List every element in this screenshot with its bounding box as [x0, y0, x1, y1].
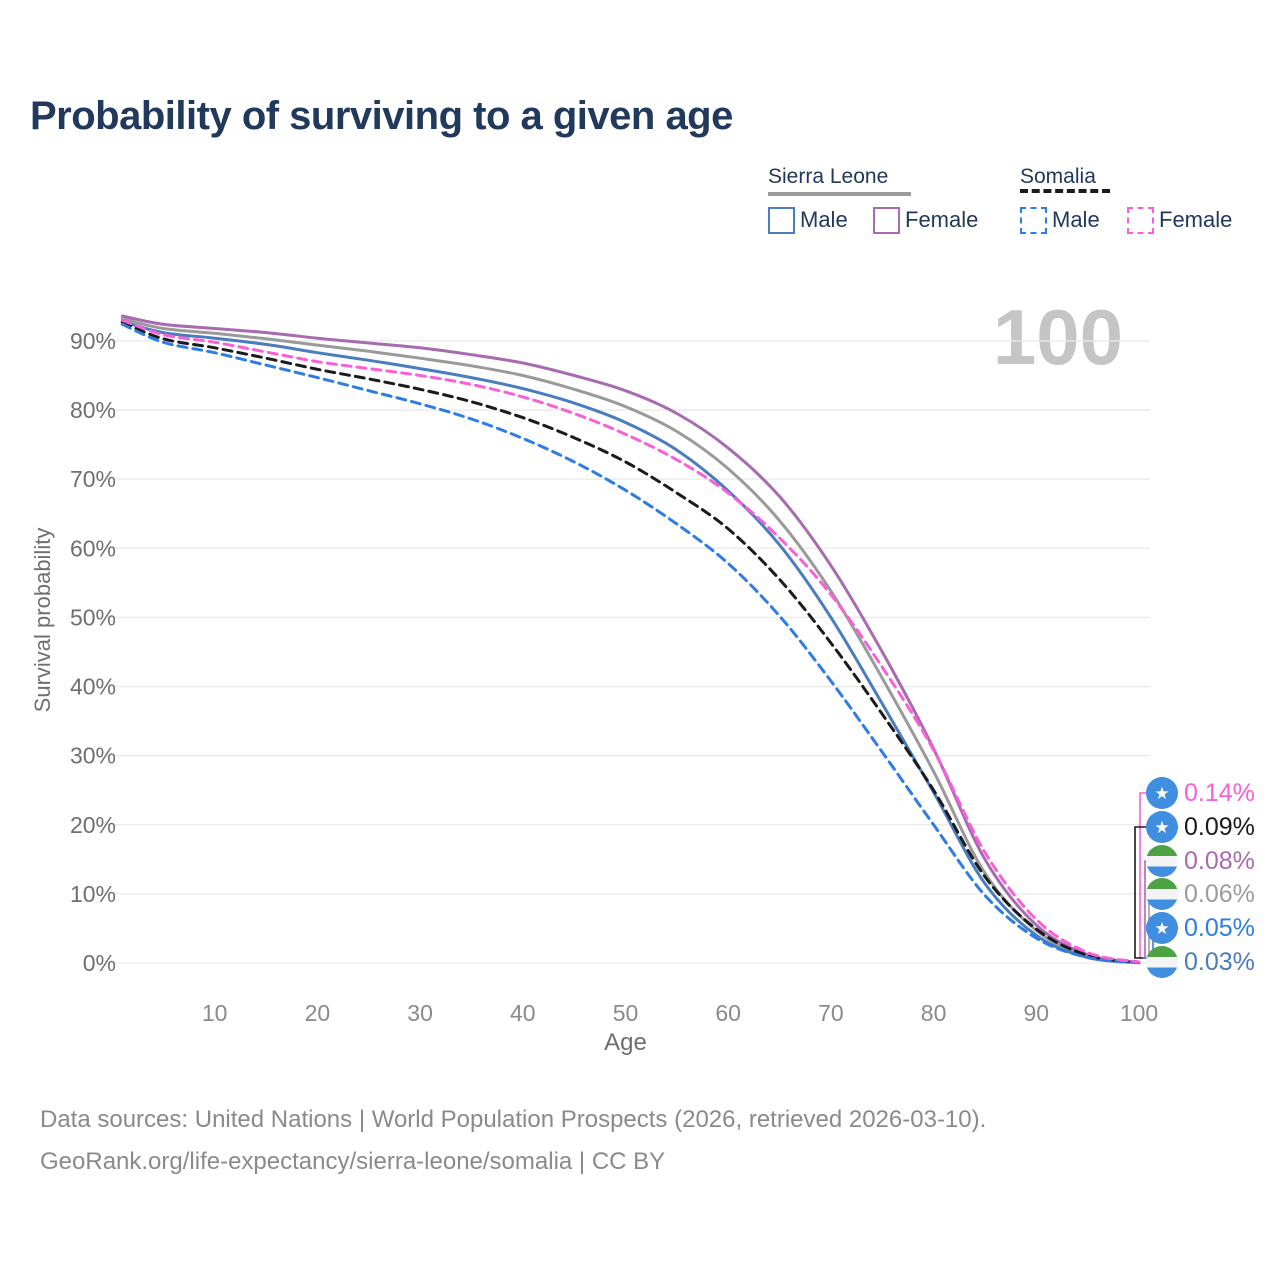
footer-attribution[interactable]: GeoRank.org/life-expectancy/sierra-leone…	[40, 1148, 666, 1175]
legend-swatch-sierra-leone-male[interactable]	[768, 207, 795, 234]
legend-label-somalia-female[interactable]: Female	[1159, 207, 1233, 232]
somalia-flag-icon: ★	[1146, 777, 1178, 809]
watermark-age-100: 100	[993, 293, 1123, 381]
legend-group-sierra-leone: Sierra Leone	[768, 165, 889, 188]
series-line-sierra-leone-male[interactable]	[120, 320, 1141, 965]
y-tick-label: 0%	[83, 950, 116, 976]
series-line-somalia[interactable]	[120, 320, 1141, 964]
x-tick-label: 20	[305, 1000, 331, 1026]
series-line-somalia-female[interactable]	[120, 318, 1141, 964]
y-tick-label: 40%	[70, 674, 116, 700]
sierra-leone-flag-icon: ★	[1146, 946, 1178, 978]
end-label-sierra-leone-male: ★ 0.03%	[1146, 945, 1255, 979]
x-tick-label: 100	[1120, 1000, 1158, 1026]
sierra-leone-flag-icon: ★	[1146, 878, 1178, 910]
end-label-value: 0.03%	[1184, 947, 1255, 976]
y-tick-label: 70%	[70, 466, 116, 492]
end-label-somalia-female: ★ 0.14%	[1146, 776, 1255, 810]
legend-swatch-sierra-leone-female[interactable]	[873, 207, 900, 234]
end-label-sierra-leone-female: ★ 0.08%	[1146, 844, 1255, 878]
x-tick-label: 50	[613, 1000, 639, 1026]
x-axis-label: Age	[604, 1029, 647, 1056]
page-title: Probability of surviving to a given age	[30, 94, 733, 138]
legend-label-somalia-male[interactable]: Male	[1052, 207, 1100, 232]
x-tick-label: 40	[510, 1000, 536, 1026]
somalia-flag-icon: ★	[1146, 811, 1178, 843]
end-label-value: 0.05%	[1184, 913, 1255, 942]
y-tick-label: 30%	[70, 743, 116, 769]
star-icon: ★	[1154, 817, 1170, 837]
somalia-flag-icon: ★	[1146, 912, 1178, 944]
legend-line-somalia	[1020, 189, 1110, 193]
x-tick-label: 70	[818, 1000, 844, 1026]
end-label-connector-somalia	[1134, 826, 1152, 959]
y-tick-label: 20%	[70, 812, 116, 838]
end-label-somalia-total: ★ 0.09%	[1146, 810, 1255, 844]
y-tick-label: 60%	[70, 535, 116, 561]
x-tick-label: 10	[202, 1000, 228, 1026]
sierra-leone-flag-icon: ★	[1146, 845, 1178, 877]
star-icon: ★	[1154, 918, 1170, 938]
series-line-somalia-male[interactable]	[120, 322, 1141, 965]
footer-sources: Data sources: United Nations | World Pop…	[40, 1106, 987, 1133]
series-line-sierra-leone-female[interactable]	[120, 314, 1141, 964]
end-label-sierra-leone-total: ★ 0.06%	[1146, 877, 1255, 911]
y-tick-label: 90%	[70, 328, 116, 354]
legend-swatch-somalia-male[interactable]	[1020, 207, 1047, 234]
star-icon: ★	[1154, 783, 1170, 803]
y-tick-label: 50%	[70, 604, 116, 630]
end-label-value: 0.06%	[1184, 879, 1255, 908]
y-axis-label: Survival probability	[30, 528, 55, 713]
y-tick-label: 80%	[70, 397, 116, 423]
end-label-value: 0.09%	[1184, 812, 1255, 841]
legend-swatch-somalia-female[interactable]	[1127, 207, 1154, 234]
end-label-value: 0.14%	[1184, 778, 1255, 807]
x-tick-label: 30	[407, 1000, 433, 1026]
x-tick-label: 80	[921, 1000, 947, 1026]
legend-line-sierra-leone	[768, 192, 911, 196]
x-tick-label: 90	[1024, 1000, 1050, 1026]
end-label-somalia-male: ★ 0.05%	[1146, 911, 1255, 945]
legend-label-sierra-leone-male[interactable]: Male	[800, 207, 848, 232]
x-tick-label: 60	[715, 1000, 741, 1026]
legend-group-somalia: Somalia	[1020, 165, 1096, 188]
legend-label-sierra-leone-female[interactable]: Female	[905, 207, 979, 232]
y-tick-label: 10%	[70, 881, 116, 907]
series-line-sierra-leone[interactable]	[120, 317, 1141, 965]
end-label-value: 0.08%	[1184, 846, 1255, 875]
